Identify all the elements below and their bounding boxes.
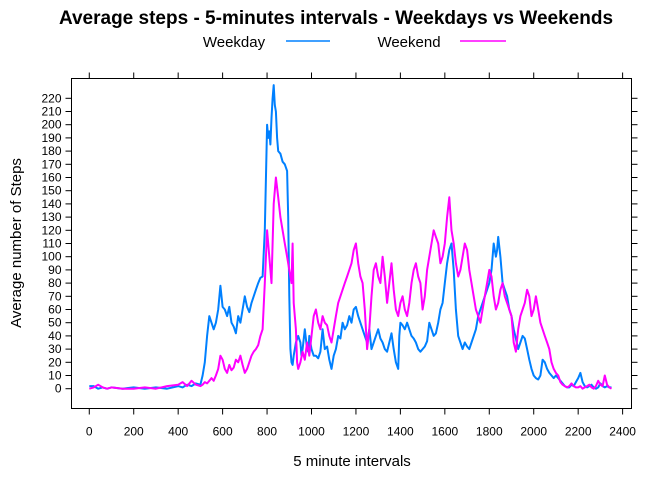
chart-title: Average steps - 5-minutes intervals - We… — [59, 8, 613, 29]
plot-frame — [71, 78, 632, 409]
series-line-weekend — [89, 176, 613, 390]
y-tick-label: 20 — [48, 355, 62, 369]
x-tick-label: 0 — [86, 425, 93, 439]
x-tick-label: 1000 — [298, 425, 325, 439]
y-tick-label: 0 — [55, 382, 62, 396]
y-tick-label: 90 — [48, 263, 62, 277]
x-tick-label: 2400 — [609, 425, 636, 439]
x-tick-label: 400 — [168, 425, 188, 439]
y-tick-label: 50 — [48, 316, 62, 330]
x-tick-label: 800 — [257, 425, 277, 439]
legend: Weekday Weekend — [203, 34, 506, 51]
y-tick-label: 40 — [48, 329, 62, 343]
y-tick-label: 120 — [41, 223, 61, 237]
y-tick-label: 160 — [41, 171, 61, 185]
y-tick-label: 190 — [41, 131, 61, 145]
x-tick-label: 600 — [213, 425, 233, 439]
y-tick-label: 70 — [48, 289, 62, 303]
x-tick-label: 1200 — [343, 425, 370, 439]
y-tick-label: 150 — [41, 184, 61, 198]
x-tick-label: 200 — [124, 425, 144, 439]
y-tick-label: 130 — [41, 210, 61, 224]
y-tick-label: 100 — [41, 250, 61, 264]
x-axis: 0 200 400 600 800 1000 1200 1400 1600 1800 2000 220… — [86, 72, 636, 439]
y-tick-label: 220 — [41, 91, 61, 105]
series-line-weekday — [89, 84, 612, 390]
y-tick-label: 200 — [41, 118, 61, 132]
y-axis: 0102030405060708090100110120130140150160… — [41, 91, 638, 396]
legend-label-weekday: Weekday — [203, 34, 266, 51]
x-tick-label: 2000 — [520, 425, 547, 439]
y-tick-label: 80 — [48, 276, 62, 290]
y-axis-label: Average number of Steps — [8, 158, 25, 328]
y-tick-label: 170 — [41, 157, 61, 171]
y-tick-label: 140 — [41, 197, 61, 211]
y-tick-label: 210 — [41, 105, 61, 119]
y-tick-label: 110 — [42, 237, 61, 251]
x-tick-label: 2200 — [565, 425, 592, 439]
y-tick-label: 10 — [48, 369, 62, 383]
y-tick-label: 180 — [41, 144, 61, 158]
x-tick-label: 1800 — [476, 425, 503, 439]
plot-area — [89, 84, 613, 390]
x-tick-label: 1600 — [431, 425, 458, 439]
legend-label-weekend: Weekend — [377, 34, 440, 51]
y-tick-label: 60 — [48, 303, 62, 317]
x-axis-label: 5 minute intervals — [293, 453, 411, 470]
y-tick-label: 30 — [48, 342, 62, 356]
x-tick-label: 1400 — [387, 425, 414, 439]
